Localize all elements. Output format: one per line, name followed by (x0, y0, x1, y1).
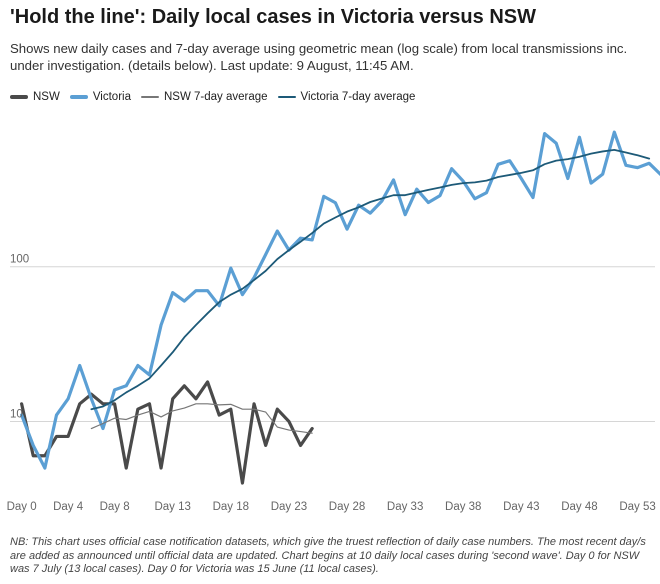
legend-swatch-nsw-avg (140, 96, 159, 98)
series-line-vic-avg (90, 148, 651, 411)
x-tick-label-day-4: Day 4 (53, 501, 84, 513)
x-tick-label-day-53: Day 53 (619, 501, 655, 513)
series-line-nsw-avg (90, 403, 313, 434)
x-tick-label-day-8: Day 8 (100, 501, 130, 513)
x-tick-label-day-43: Day 43 (503, 501, 539, 513)
series-lines (20, 130, 660, 485)
grid-lines (10, 266, 655, 422)
x-tick-label-day-0: Day 0 (7, 501, 37, 513)
chart-subtitle: Shows new daily cases and 7-day average … (10, 41, 628, 73)
y-axis-ticks: 10 100 (10, 254, 29, 421)
legend-swatch-nsw (10, 95, 28, 99)
legend-item-victoria: Victoria (69, 91, 131, 103)
x-tick-label-day-38: Day 38 (445, 501, 481, 513)
y-tick-label-100: 100 (10, 254, 29, 266)
legend-label-nsw: NSW (33, 91, 60, 103)
series-line-nsw (20, 380, 314, 485)
y-tick-label-10: 10 (10, 408, 23, 420)
chart-title: 'Hold the line': Daily local cases in Vi… (10, 6, 536, 28)
x-tick-label-day-48: Day 48 (561, 501, 597, 513)
legend-swatch-victoria (69, 95, 88, 99)
x-tick-label-day-23: Day 23 (271, 501, 307, 513)
x-tick-label-day-33: Day 33 (387, 501, 423, 513)
legend-swatch-vic-avg (277, 96, 296, 98)
legend-label-vic-avg: Victoria 7-day average (300, 91, 416, 103)
x-tick-label-day-13: Day 13 (154, 501, 190, 513)
chart-legend: NSW Victoria NSW 7-day average Victoria … (10, 89, 425, 105)
legend-label-victoria: Victoria (92, 91, 131, 103)
x-tick-label-day-28: Day 28 (329, 501, 365, 513)
legend-label-nsw-avg: NSW 7-day average (163, 91, 268, 103)
x-tick-label-day-18: Day 18 (213, 501, 249, 513)
legend-item-vic-avg: Victoria 7-day average (277, 91, 416, 103)
x-axis-ticks: Day 0 Day 4 Day 8 Day 13 Day 18 Day 23 Day 28 D… (7, 501, 656, 513)
legend-item-nsw-avg: NSW 7-day average (140, 91, 268, 103)
legend-item-nsw: NSW (10, 91, 60, 103)
footnote: NB: This chart uses official case notifi… (10, 536, 646, 575)
series-line-victoria (20, 130, 660, 470)
